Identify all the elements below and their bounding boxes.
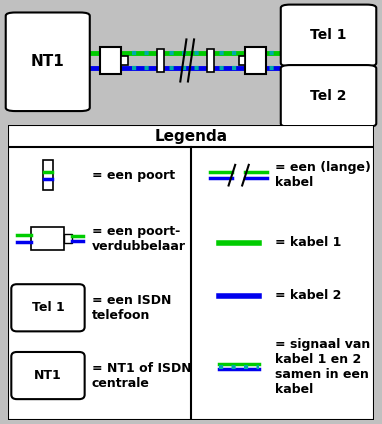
Bar <box>31 227 65 250</box>
Text: = kabel 2: = kabel 2 <box>275 290 342 302</box>
Text: = een ISDN
telefoon: = een ISDN telefoon <box>92 294 172 322</box>
Text: = een poort: = een poort <box>92 169 175 181</box>
Text: Tel 1: Tel 1 <box>32 301 64 314</box>
Bar <box>44 160 53 190</box>
FancyBboxPatch shape <box>11 352 85 399</box>
Text: = signaal van
kabel 1 en 2
samen in een
kabel: = signaal van kabel 1 en 2 samen in een … <box>275 338 371 396</box>
FancyBboxPatch shape <box>281 65 376 127</box>
Bar <box>207 49 214 72</box>
Bar <box>121 56 128 65</box>
Text: Tel 1: Tel 1 <box>310 28 347 42</box>
Bar <box>100 47 121 74</box>
FancyBboxPatch shape <box>6 12 90 111</box>
FancyBboxPatch shape <box>11 284 85 332</box>
FancyBboxPatch shape <box>281 5 376 67</box>
Text: Tel 2: Tel 2 <box>310 89 347 103</box>
Bar <box>65 234 72 243</box>
Bar <box>8 125 374 147</box>
Text: = kabel 1: = kabel 1 <box>275 237 342 249</box>
Bar <box>246 47 267 74</box>
Text: = een (lange)
kabel: = een (lange) kabel <box>275 161 371 189</box>
Text: = NT1 of ISDN
centrale: = NT1 of ISDN centrale <box>92 362 192 390</box>
Text: Legenda: Legenda <box>154 128 228 144</box>
Text: NT1: NT1 <box>34 369 62 382</box>
Bar <box>238 56 246 65</box>
Bar <box>157 49 164 72</box>
Text: NT1: NT1 <box>31 54 65 69</box>
Text: = een poort-
verdubbelaar: = een poort- verdubbelaar <box>92 225 186 253</box>
